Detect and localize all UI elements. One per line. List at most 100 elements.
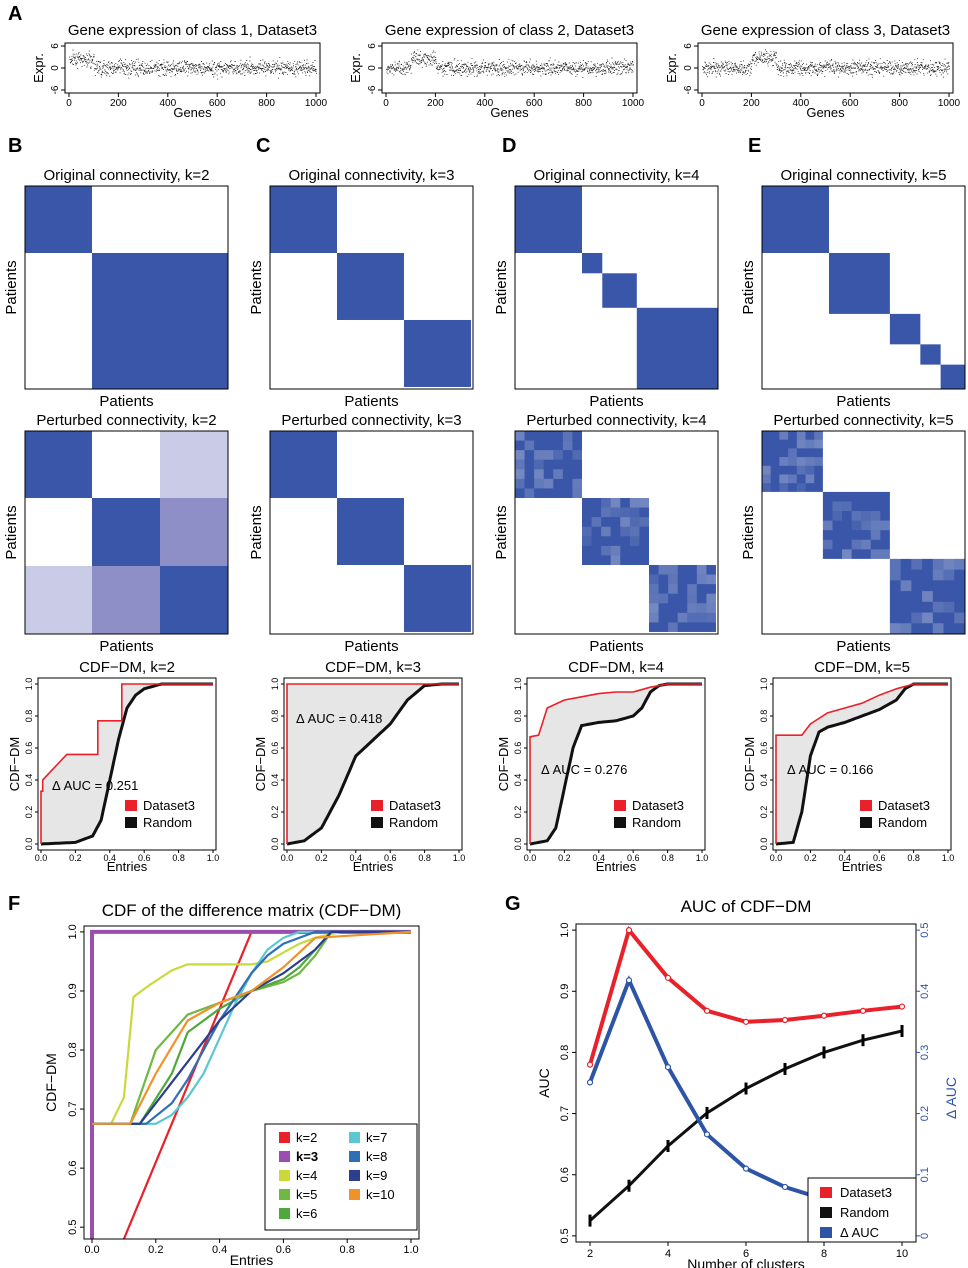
legend-label-dataset: Dataset3: [878, 798, 930, 813]
y-tick-label: 0.6: [759, 742, 769, 755]
x-axis-label: Patients: [589, 393, 643, 410]
heat-noise: [610, 545, 621, 556]
panel-label-b: B: [8, 135, 22, 157]
x-axis-label: Entries: [230, 1252, 274, 1268]
heat-noise: [788, 457, 797, 466]
legend-swatch-random: [614, 817, 626, 828]
heat-noise: [954, 612, 965, 624]
heat-noise: [861, 539, 871, 550]
legend-label: k=7: [366, 1130, 387, 1145]
heat-block: [822, 491, 890, 559]
legend-label: k=4: [296, 1168, 317, 1183]
heat-noise: [943, 558, 955, 570]
x-tick-label: 0: [383, 98, 389, 109]
heat-noise: [562, 431, 573, 441]
heat-block: [25, 565, 93, 635]
x-tick-label: 1.0: [403, 1244, 418, 1256]
heat-noise: [706, 603, 716, 613]
y-tick-label: 0: [50, 65, 61, 71]
data-point: [820, 1012, 828, 1019]
original-heatmap-k5: Original connectivity, k=5 Patients Patien…: [740, 167, 966, 410]
x-tick-label: 800: [891, 98, 908, 109]
x-tick-label: 400: [476, 98, 493, 109]
y-axis-label: Patients: [740, 260, 757, 314]
legend-swatch: [820, 1187, 832, 1198]
heat-noise: [534, 459, 544, 470]
panel-label-d: D: [502, 135, 516, 157]
x-axis-label: Entries: [107, 859, 148, 874]
heat-noise: [880, 520, 890, 531]
panel-g-auc-plot: AUC of CDF−DM 2 4 6 8 10 0.5 0.6 0.7 0.8 0.9 1.0 0 0.…: [536, 897, 959, 1268]
heat-noise: [932, 601, 944, 613]
x-tick-label: 1.0: [942, 853, 955, 863]
heat-block: [270, 186, 337, 253]
heat-block: [889, 313, 921, 345]
expr-plot-title: Gene expression of class 2, Dataset3: [385, 22, 634, 39]
heat-noise: [581, 526, 592, 537]
cdf-title: CDF−DM, k=4: [568, 659, 664, 676]
heat-noise: [629, 517, 640, 527]
x-axis-label: Genes: [490, 105, 529, 120]
y-tick-label: 0.4: [270, 774, 280, 787]
x-tick-label: 600: [842, 98, 859, 109]
x-tick-label: 0: [66, 98, 72, 109]
series-line-k8: [92, 930, 411, 1125]
x-tick-label: 0.2: [69, 853, 82, 863]
heat-noise: [696, 574, 707, 585]
panel-label-e: E: [748, 135, 761, 157]
x-tick-label: 600: [526, 98, 543, 109]
data-point: [781, 1016, 789, 1024]
heat-noise: [629, 536, 640, 546]
x-tick-label: 6: [743, 1248, 749, 1260]
x-axis-label: Genes: [173, 105, 212, 120]
heatmap-frame: [761, 185, 966, 390]
legend-swatch: [279, 1170, 290, 1181]
heat-noise: [524, 488, 535, 498]
heat-noise: [889, 558, 901, 570]
heat-noise: [814, 431, 823, 440]
x-tick-label: 0.2: [804, 853, 817, 863]
heatmap-title: Original connectivity, k=4: [533, 167, 699, 184]
x-axis-label: Patients: [344, 393, 398, 410]
heat-noise: [842, 549, 852, 559]
data-point: [664, 974, 672, 981]
y-axis-label: Expr.: [31, 53, 46, 83]
heat-noise: [648, 584, 659, 594]
y-tick-label: 0.6: [513, 742, 523, 755]
heat-noise: [796, 483, 806, 492]
x-tick-label: 1.0: [696, 853, 709, 863]
original-heatmap-k2: Original connectivity, k=2 Patients Patien…: [3, 167, 229, 410]
legend-label-dataset: Dataset3: [143, 798, 195, 813]
y-tick-label: 0.6: [270, 742, 280, 755]
heat-noise: [922, 591, 933, 602]
auc-difference-area: [776, 684, 948, 844]
heat-noise: [648, 593, 659, 604]
legend-swatch: [349, 1132, 360, 1143]
y-tick-label: 0.8: [759, 710, 769, 723]
heat-noise: [832, 501, 843, 512]
legend-label: k=10: [366, 1187, 395, 1202]
x-axis-label: Patients: [344, 638, 398, 655]
heat-noise: [832, 511, 843, 521]
legend-swatch: [279, 1151, 290, 1162]
heat-noise: [534, 450, 544, 460]
heat-noise: [562, 440, 573, 451]
panel-a-expression-plots: Gene expression of class 1, Dataset3 0 200…: [31, 22, 961, 120]
heat-noise: [870, 530, 881, 540]
heatmap-title: Original connectivity, k=2: [43, 167, 209, 184]
y-axis-label: Patients: [248, 260, 265, 314]
legend-label: k=5: [296, 1187, 317, 1202]
x-tick-label: 1.0: [453, 853, 466, 863]
dataset-series-line: [286, 683, 459, 844]
heat-noise: [805, 457, 815, 466]
heat-noise: [900, 623, 912, 634]
heat-noise: [870, 549, 881, 559]
heat-noise: [601, 497, 611, 508]
heatmap-title: Perturbed connectivity, k=2: [36, 412, 216, 429]
delta-auc-label: Δ AUC = 0.276: [541, 762, 627, 777]
heat-noise: [515, 431, 525, 441]
legend-label-random: Random: [389, 815, 438, 830]
legend: Dataset3 Random Δ AUC: [807, 1177, 917, 1243]
heat-noise: [543, 478, 554, 489]
y-tick-label: -6: [50, 85, 61, 94]
